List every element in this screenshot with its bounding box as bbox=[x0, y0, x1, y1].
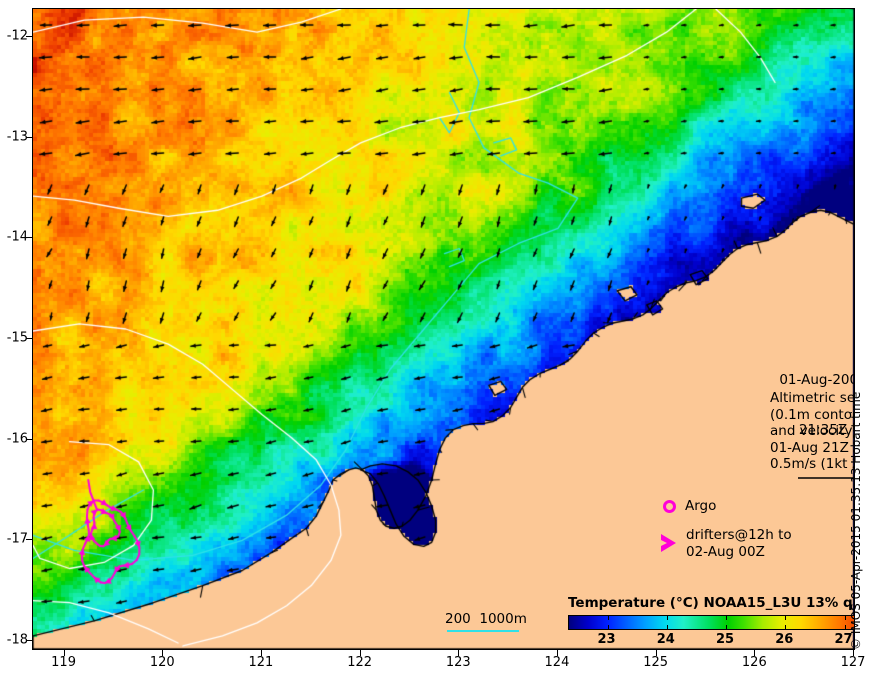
x-tick-label: 127 bbox=[840, 655, 866, 670]
y-tick-mark bbox=[26, 237, 32, 239]
y-tick-mark bbox=[26, 338, 32, 340]
colorbar-tick bbox=[607, 625, 609, 630]
colorbar-tick bbox=[726, 615, 728, 620]
argo-legend-label: Argo bbox=[685, 498, 717, 514]
x-tick-mark bbox=[162, 650, 164, 656]
altimetry-description: Altimetric sealevel (0.1m contours) and … bbox=[770, 390, 855, 472]
colorbar-tick bbox=[785, 615, 787, 620]
x-tick-mark bbox=[754, 650, 756, 656]
y-tick-label: -13 bbox=[6, 129, 28, 145]
x-tick-mark bbox=[359, 650, 361, 656]
colorbar-tick-label: 25 bbox=[715, 632, 735, 647]
y-tick-mark bbox=[26, 36, 32, 38]
colorbar-tick bbox=[666, 625, 668, 630]
colorbar-tick-label: 26 bbox=[775, 632, 794, 647]
map-plot-area[interactable]: 01-Aug-2008 21:35Z Altimetric sealevel (… bbox=[32, 8, 855, 650]
drifter-legend-label: drifters@12h to 02-Aug 00Z bbox=[686, 527, 792, 560]
x-tick-label: 119 bbox=[51, 655, 76, 670]
x-tick-label: 121 bbox=[248, 655, 274, 670]
colorbar-tick-labels: 23 24 25 26 27 bbox=[568, 632, 854, 648]
y-tick-mark bbox=[26, 438, 32, 440]
colorbar-tick bbox=[607, 615, 609, 620]
date-line-2: 21:35Z bbox=[798, 421, 848, 438]
temperature-colorbar: Temperature (°C) NOAA15_L3U 13% ql>=4 23… bbox=[568, 595, 854, 648]
x-tick-label: 126 bbox=[741, 655, 767, 670]
colorbar-tick bbox=[785, 625, 787, 630]
x-tick-label: 123 bbox=[445, 655, 471, 670]
colorbar-tick bbox=[666, 615, 668, 620]
velocity-scale-arrow bbox=[798, 477, 854, 479]
date-line-1: 01-Aug-2008 bbox=[779, 372, 854, 388]
y-tick-mark bbox=[26, 639, 32, 641]
x-tick-mark bbox=[260, 650, 262, 656]
colorbar-title: Temperature (°C) NOAA15_L3U 13% ql>=4 bbox=[568, 595, 854, 611]
y-tick-mark bbox=[26, 539, 32, 541]
bathymetry-legend-label: 200 1000m bbox=[445, 611, 527, 627]
y-tick-label: -16 bbox=[6, 431, 28, 447]
x-tick-label: 122 bbox=[347, 655, 373, 670]
argo-legend: Argo bbox=[663, 498, 716, 514]
colorbar-tick-label: 23 bbox=[597, 632, 616, 647]
x-tick-label: 124 bbox=[544, 655, 570, 670]
y-tick-label: -18 bbox=[6, 632, 28, 648]
x-tick-mark bbox=[556, 650, 558, 656]
copyright-notice: © IMOS 05-Apr-2015 01:35:13 Hobart time bbox=[849, 391, 863, 650]
drifter-legend: drifters@12h to 02-Aug 00Z bbox=[659, 527, 792, 560]
bathymetry-legend: 200 1000m bbox=[445, 611, 527, 632]
colorbar-gradient bbox=[568, 615, 854, 630]
x-tick-mark bbox=[853, 650, 854, 656]
colorbar-tick bbox=[844, 625, 846, 630]
y-tick-mark bbox=[26, 136, 32, 138]
colorbar-tick-label: 27 bbox=[834, 632, 853, 647]
y-tick-label: -15 bbox=[6, 330, 28, 346]
colorbar-tick-label: 24 bbox=[656, 632, 675, 647]
bathymetry-legend-line bbox=[447, 630, 519, 632]
x-tick-mark bbox=[63, 650, 65, 656]
argo-circle-icon bbox=[663, 499, 676, 513]
y-tick-label: -17 bbox=[6, 531, 28, 547]
date-stamp: 01-Aug-2008 21:35Z bbox=[770, 339, 854, 471]
y-tick-label: -14 bbox=[6, 229, 28, 245]
x-tick-label: 125 bbox=[643, 655, 669, 670]
colorbar-tick bbox=[726, 625, 728, 630]
drifter-chevron-icon bbox=[661, 534, 676, 552]
x-tick-mark bbox=[458, 650, 460, 656]
x-tick-mark bbox=[655, 650, 657, 656]
y-tick-label: -12 bbox=[6, 28, 28, 44]
colorbar-tick bbox=[844, 615, 846, 620]
map-overlay-canvas bbox=[33, 9, 854, 649]
x-tick-label: 120 bbox=[149, 655, 175, 670]
